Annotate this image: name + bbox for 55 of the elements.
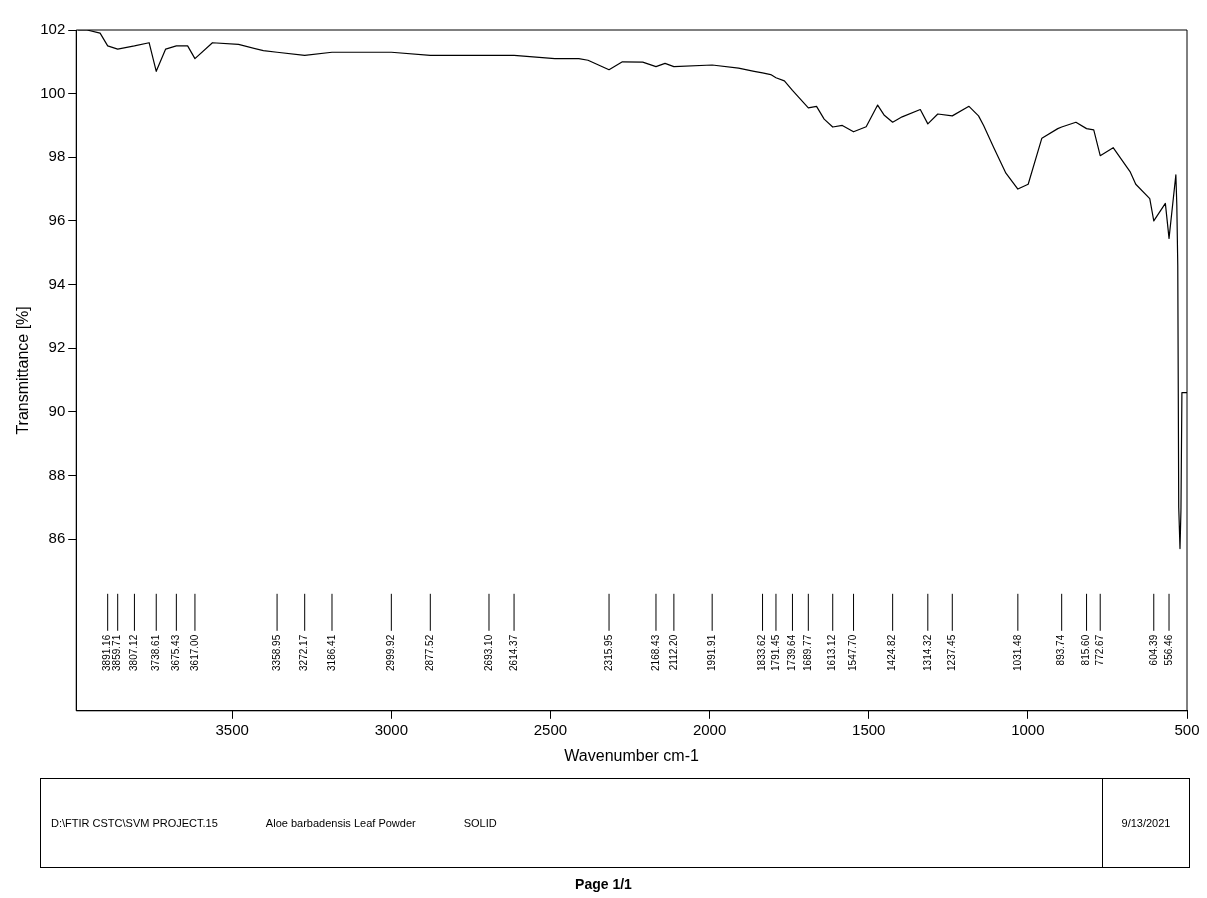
- x-tick-label: 500: [1174, 720, 1200, 738]
- y-tick-label: 96: [48, 211, 66, 229]
- annotation: 3272.17: [298, 634, 310, 671]
- annotation: 556.46: [1162, 634, 1174, 666]
- y-tick-label: 92: [48, 338, 66, 356]
- annotation: 1613.12: [826, 634, 838, 671]
- annotation: 1833.62: [756, 634, 768, 671]
- annotation: 3738.61: [149, 634, 161, 671]
- x-tick-label: 2000: [692, 720, 727, 738]
- annotation: 1237.45: [946, 634, 958, 671]
- annotation: 3358.95: [270, 634, 282, 671]
- annotation: 1424.82: [886, 634, 898, 671]
- annotation: 3186.41: [325, 634, 337, 671]
- text: Aloe barbadensis Leaf Powder: [265, 817, 416, 829]
- annotation: 3807.12: [128, 634, 140, 671]
- y-tick-label: 88: [48, 465, 66, 483]
- annotation: 2877.52: [424, 634, 436, 671]
- annotation: 2614.37: [507, 634, 519, 671]
- annotation: 3617.00: [188, 634, 200, 671]
- x-tick-label: 3000: [374, 720, 408, 738]
- annotation: 1791.45: [769, 634, 781, 671]
- y-tick-label: 102: [40, 20, 66, 38]
- y-tick-label: 98: [48, 147, 66, 165]
- text: D:\FTIR CSTC\SVM PROJECT.15: [51, 817, 218, 829]
- x-tick-label: 3500: [215, 720, 249, 738]
- annotation: 1689.77: [802, 634, 814, 671]
- annotation: 2315.95: [602, 634, 614, 671]
- text: SOLID: [463, 817, 497, 829]
- annotation: 2693.10: [482, 634, 494, 671]
- y-tick-label: 100: [40, 83, 66, 101]
- annotation: 1031.48: [1011, 634, 1023, 671]
- y-tick-label: 94: [48, 274, 66, 292]
- x-axis-title: Wavenumber cm-1: [564, 746, 699, 764]
- annotation: 2112.20: [667, 634, 679, 671]
- x-tick-label: 2500: [533, 720, 568, 738]
- annotation: 3859.71: [111, 634, 123, 671]
- annotation: 604.39: [1147, 634, 1159, 666]
- annotation: 3891.16: [101, 634, 113, 671]
- annotation: 3675.43: [170, 634, 182, 671]
- annotation: 1314.32: [921, 634, 933, 671]
- text: Page 1/1: [575, 876, 632, 892]
- text: 9/13/2021: [1121, 817, 1171, 829]
- annotation: 2999.92: [385, 634, 397, 671]
- x-tick-label: 1500: [852, 720, 886, 738]
- y-tick-label: 86: [48, 529, 66, 547]
- annotation: 1547.70: [847, 634, 859, 671]
- x-tick-label: 1000: [1011, 720, 1045, 738]
- annotation: 2168.43: [649, 634, 661, 671]
- annotation: 815.60: [1080, 634, 1092, 666]
- annotation: 1739.64: [786, 634, 798, 671]
- y-tick-label: 90: [48, 401, 66, 419]
- annotation: 893.74: [1055, 634, 1067, 666]
- annotation: 1991.91: [705, 634, 717, 671]
- annotation: 772.67: [1093, 634, 1105, 666]
- y-axis-title: Transmittance [%]: [14, 306, 32, 435]
